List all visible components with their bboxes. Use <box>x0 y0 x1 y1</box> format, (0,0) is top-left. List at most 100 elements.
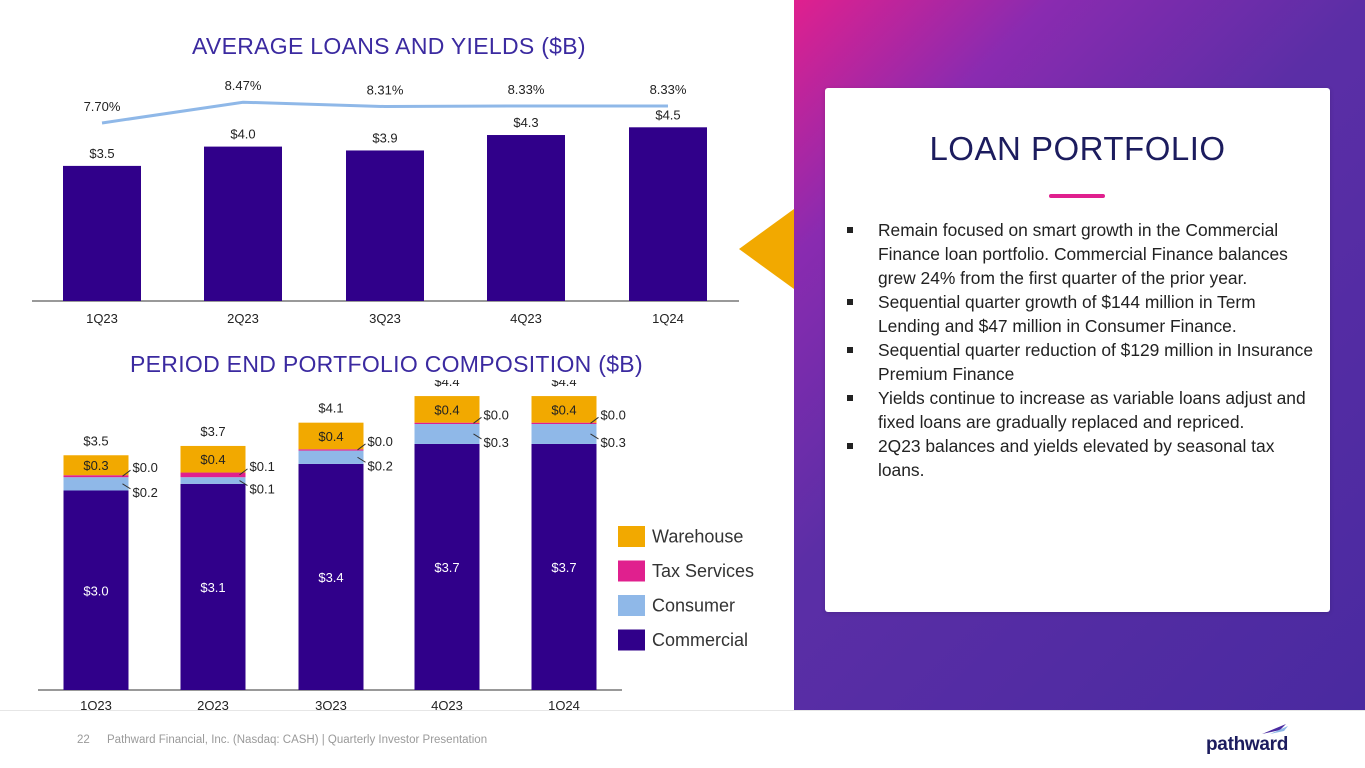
legend-swatch-warehouse <box>618 526 645 547</box>
legend-swatch-tax-services <box>618 560 645 582</box>
segment-tax-services <box>180 472 246 478</box>
segment-commercial <box>298 463 364 690</box>
segment-commercial <box>414 443 480 690</box>
warehouse-value-label: $0.3 <box>83 458 108 473</box>
legend-swatch-consumer <box>618 595 645 616</box>
segment-warehouse <box>531 396 597 423</box>
commercial-value-label: $3.4 <box>318 570 343 585</box>
logo-text: pathward <box>1206 734 1289 755</box>
x-tick-label: 3Q23 <box>369 311 401 326</box>
yield-label: 8.47% <box>225 78 262 93</box>
commercial-value-label: $3.1 <box>200 580 225 595</box>
title-underline-accent <box>1049 194 1105 198</box>
yield-label: 8.33% <box>650 82 687 97</box>
bar-value-label: $4.3 <box>513 115 538 130</box>
total-value-label: $4.4 <box>434 380 459 389</box>
tax-services-value-label: $0.0 <box>133 460 158 475</box>
loan-portfolio-card: LOAN PORTFOLIO Remain focused on smart g… <box>825 88 1330 612</box>
consumer-value-label: $0.3 <box>484 435 509 450</box>
consumer-value-label: $0.2 <box>368 458 393 473</box>
bullet-item: 2Q23 balances and yields elevated by sea… <box>845 434 1315 482</box>
x-tick-label: 1Q24 <box>548 698 580 710</box>
card-title: LOAN PORTFOLIO <box>929 130 1226 167</box>
legend-label: Tax Services <box>652 561 754 581</box>
page-number: 22 <box>77 734 90 746</box>
yield-line <box>101 100 668 125</box>
bullet-item: Sequential quarter reduction of $129 mil… <box>845 338 1315 386</box>
bar-value-label: $3.9 <box>372 130 397 145</box>
tax-callout-line <box>239 468 248 476</box>
consumer-callout-line <box>473 433 482 440</box>
tax-services-value-label: $0.0 <box>484 407 509 422</box>
segment-consumer <box>414 424 480 444</box>
tax-callout-line <box>473 416 482 424</box>
segment-commercial <box>180 483 246 690</box>
legend-label: Consumer <box>652 596 735 616</box>
consumer-value-label: $0.3 <box>601 435 626 450</box>
tax-services-value-label: $0.0 <box>368 434 393 449</box>
pathward-logo: pathward <box>1206 722 1296 756</box>
commercial-value-label: $3.7 <box>551 560 576 575</box>
bullet-item: Sequential quarter growth of $144 millio… <box>845 290 1315 338</box>
segment-warehouse <box>298 422 364 450</box>
total-value-label: $3.5 <box>83 433 108 448</box>
total-value-label: $4.4 <box>551 380 576 389</box>
average-loans-chart-title: AVERAGE LOANS AND YIELDS ($B) <box>192 33 586 59</box>
x-tick-label: 4Q23 <box>431 698 463 710</box>
consumer-callout-line <box>122 483 131 490</box>
tax-services-value-label: $0.1 <box>250 459 275 474</box>
x-tick-label: 1Q23 <box>80 698 112 710</box>
x-tick-label: 2Q23 <box>197 698 229 710</box>
average-loans-chart: $3.5 1Q23 $4.0 2Q23 $3.9 3Q23 $4.3 4Q23 $4.5 1Q24… <box>32 78 739 326</box>
bar-1Q24 <box>629 127 707 301</box>
segment-warehouse <box>414 396 480 423</box>
consumer-value-label: $0.2 <box>133 485 158 500</box>
segment-warehouse <box>63 455 129 476</box>
bar-value-label: $4.5 <box>655 107 680 122</box>
portfolio-composition-chart: $3.0 $0.3 $3.5 $0.0 $0.2 1Q23 $3.1 $0.4 $3.7 $0.1… <box>38 380 754 710</box>
warehouse-value-label: $0.4 <box>434 402 459 417</box>
x-tick-label: 1Q23 <box>86 311 118 326</box>
bar-1Q23 <box>63 165 141 301</box>
consumer-callout-line <box>239 480 248 486</box>
total-value-label: $4.1 <box>318 401 343 416</box>
segment-consumer <box>180 477 246 484</box>
segment-consumer <box>63 477 129 491</box>
bullet-item: Remain focused on smart growth in the Co… <box>845 218 1315 290</box>
consumer-value-label: $0.1 <box>250 482 275 497</box>
warehouse-value-label: $0.4 <box>200 452 225 467</box>
x-tick-label: 1Q24 <box>652 311 684 326</box>
consumer-callout-line <box>357 456 366 463</box>
segment-tax-services <box>298 449 364 451</box>
legend-label: Commercial <box>652 630 748 650</box>
segment-commercial <box>63 490 129 690</box>
segment-tax-services <box>531 422 597 424</box>
x-tick-label: 4Q23 <box>510 311 542 326</box>
tax-services-value-label: $0.0 <box>601 407 626 422</box>
portfolio-composition-chart-title: PERIOD END PORTFOLIO COMPOSITION ($B) <box>130 351 643 377</box>
tax-callout-line <box>122 469 131 477</box>
consumer-callout-line <box>590 433 599 440</box>
warehouse-value-label: $0.4 <box>551 402 576 417</box>
bullet-item: Yields continue to increase as variable … <box>845 386 1315 434</box>
segment-commercial <box>531 443 597 690</box>
segment-warehouse <box>180 445 246 473</box>
yield-label: 8.33% <box>508 82 545 97</box>
legend-swatch-commercial <box>618 629 645 651</box>
segment-tax-services <box>414 422 480 424</box>
bar-3Q23 <box>346 150 424 301</box>
total-value-label: $3.7 <box>200 424 225 439</box>
x-tick-label: 2Q23 <box>227 311 259 326</box>
logo-mark-icon <box>1262 724 1288 734</box>
tax-callout-line <box>357 443 366 451</box>
warehouse-value-label: $0.4 <box>318 429 343 444</box>
bullet-list: Remain focused on smart growth in the Co… <box>845 218 1315 482</box>
commercial-value-label: $3.7 <box>434 560 459 575</box>
x-tick-label: 3Q23 <box>315 698 347 710</box>
yield-label: 8.31% <box>367 83 404 98</box>
segment-consumer <box>531 424 597 444</box>
tax-callout-line <box>590 416 599 424</box>
commercial-value-label: $3.0 <box>83 583 108 598</box>
bar-value-label: $3.5 <box>89 146 114 161</box>
yield-label: 7.70% <box>84 99 121 114</box>
